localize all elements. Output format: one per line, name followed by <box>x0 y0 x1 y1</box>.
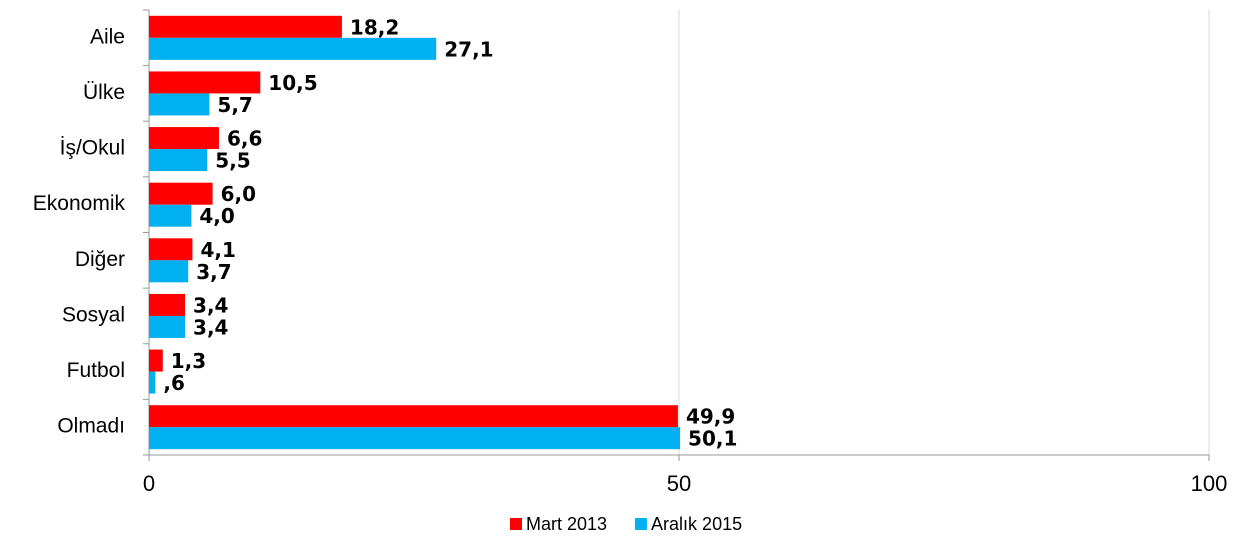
y-tick-label: Aile <box>90 25 125 48</box>
value-label: 18,2 <box>350 15 399 39</box>
value-label: 6,6 <box>227 127 262 151</box>
value-label: 27,1 <box>444 37 493 61</box>
legend-swatch <box>635 518 648 530</box>
bar <box>149 204 192 227</box>
legend-label: Aralık 2015 <box>651 514 742 534</box>
bar <box>149 127 219 150</box>
legend-label: Mart 2013 <box>526 514 607 534</box>
value-label: 6,0 <box>221 182 256 206</box>
y-tick-label: Ekonomik <box>33 192 126 215</box>
value-label: 4,1 <box>200 238 235 262</box>
bar <box>149 71 261 94</box>
bar <box>149 371 156 394</box>
legend-swatch <box>510 518 522 530</box>
x-tick-label: 50 <box>667 471 691 496</box>
value-label: 4,0 <box>199 204 234 228</box>
value-label: 5,5 <box>215 149 250 173</box>
bar <box>149 349 163 372</box>
y-tick-label: Olmadı <box>57 415 125 438</box>
bar <box>149 238 193 261</box>
bar <box>149 405 678 428</box>
bar <box>149 293 186 316</box>
bar <box>149 149 208 172</box>
bar <box>149 182 213 205</box>
y-tick-label: Futbol <box>67 359 125 382</box>
value-label: 3,7 <box>196 260 231 284</box>
x-tick-label: 0 <box>143 471 155 496</box>
value-label: 3,4 <box>193 293 228 317</box>
value-label: 49,9 <box>686 405 735 429</box>
bar <box>149 260 189 283</box>
x-tick-label: 100 <box>1191 471 1228 496</box>
y-tick-label: Ülke <box>83 81 125 104</box>
value-label: 1,3 <box>171 349 206 373</box>
bar <box>149 37 437 60</box>
value-label: 5,7 <box>217 93 252 117</box>
value-label: 3,4 <box>193 315 228 339</box>
value-label: 50,1 <box>688 427 737 451</box>
y-tick-label: İş/Okul <box>60 137 125 160</box>
bar <box>149 315 186 338</box>
value-label: 10,5 <box>268 71 317 95</box>
bar <box>149 93 210 116</box>
y-tick-label: Diğer <box>75 248 125 271</box>
value-label: ,6 <box>163 371 185 395</box>
y-tick-label: Sosyal <box>62 303 125 326</box>
bar <box>149 15 342 38</box>
bar <box>149 427 681 450</box>
